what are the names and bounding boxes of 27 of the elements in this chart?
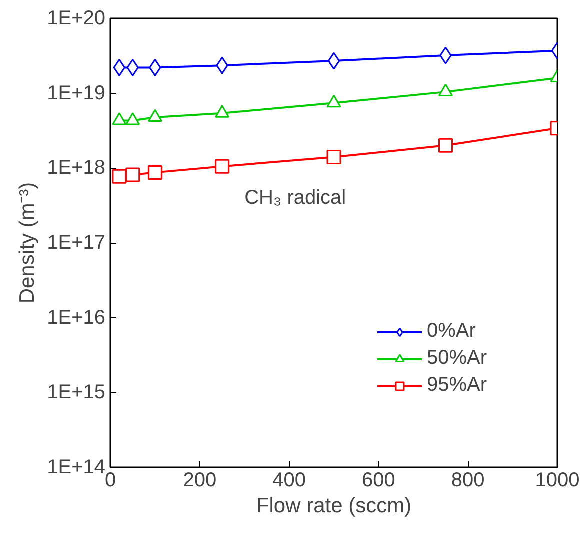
y-tick-label: 1E+19 <box>47 82 106 104</box>
y-tick-label: 1E+16 <box>47 306 106 329</box>
x-axis-title: Flow rate (sccm) <box>256 494 412 518</box>
y-tick-label: 1E+15 <box>47 382 106 404</box>
x-tick-label: 1000 <box>535 470 580 492</box>
point <box>215 159 230 174</box>
x-tick-label: 200 <box>183 470 217 492</box>
point <box>326 150 342 164</box>
x-tick-label: 600 <box>362 470 396 492</box>
point <box>328 52 340 70</box>
y-tick-label: 1E+20 <box>47 8 106 30</box>
x-tick-label: 0 <box>104 470 116 492</box>
annotation: CH₃ radical <box>244 186 346 209</box>
point <box>112 169 127 184</box>
point <box>438 138 453 153</box>
point <box>126 168 140 182</box>
legend-label: 95%Ar <box>426 374 487 397</box>
legend-label: 0%Ar <box>426 320 476 343</box>
x-tick-label: 400 <box>272 470 306 492</box>
point <box>113 58 126 76</box>
x-tick-label: 800 <box>451 470 485 492</box>
y-tick-label: 1E+14 <box>47 456 106 478</box>
y-tick-label: 1E+17 <box>47 232 106 254</box>
legend-label: 50%Ar <box>426 347 487 370</box>
point <box>148 165 162 180</box>
y-axis-title: Density (m⁻³) <box>16 182 40 304</box>
y-tick-label: 1E+18 <box>47 157 106 180</box>
